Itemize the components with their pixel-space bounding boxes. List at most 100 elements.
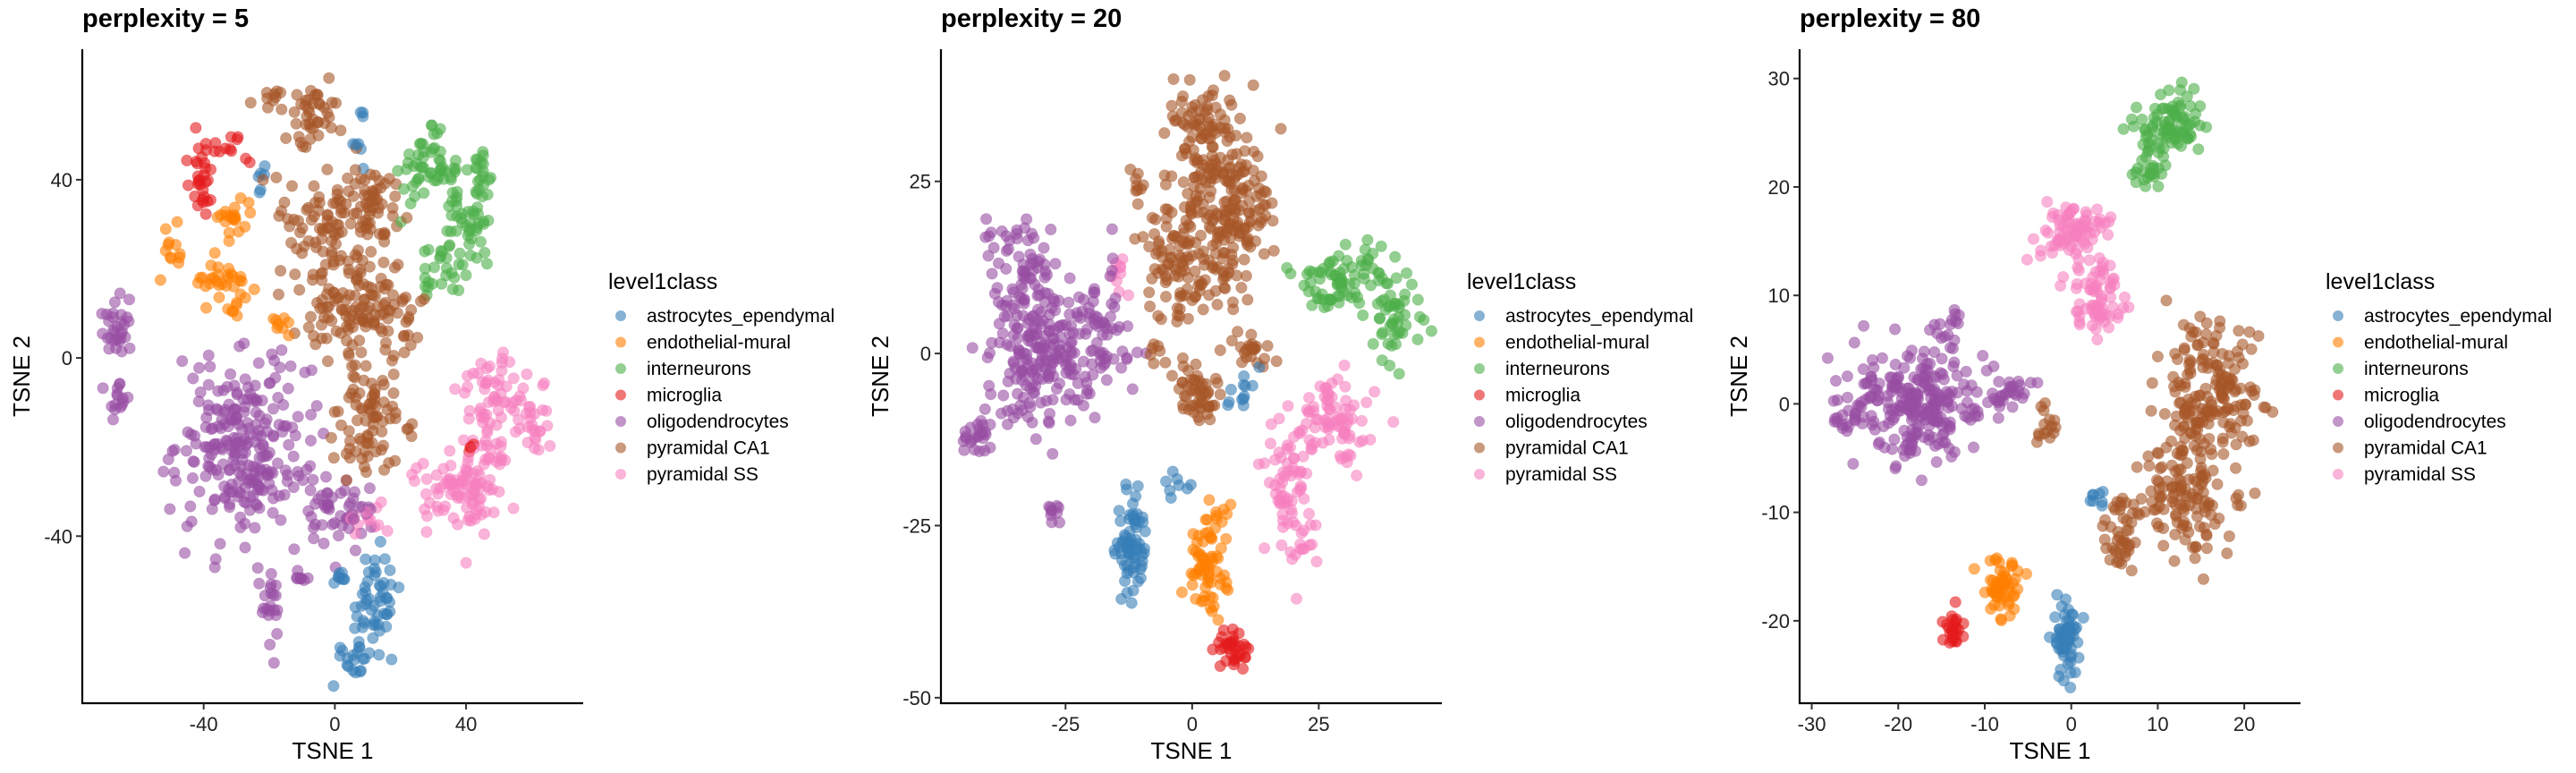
point-astrocytes-ependymal (1120, 483, 1133, 496)
point-interneurons (464, 249, 477, 262)
point-oligodendrocytes (179, 547, 191, 559)
point-interneurons (1324, 293, 1336, 306)
point-oligodendrocytes (1944, 318, 1957, 331)
point-pyramidal-ss (2097, 268, 2110, 280)
point-pyramidal-ca1 (280, 132, 292, 145)
point-pyramidal-ca1 (307, 329, 320, 342)
point-pyramidal-ca1 (347, 208, 360, 220)
point-pyramidal-ca1 (321, 301, 334, 313)
point-oligodendrocytes (1981, 396, 1995, 409)
point-oligodendrocytes (1841, 391, 1854, 403)
legend-key-icon (615, 469, 626, 480)
point-oligodendrocytes (208, 561, 221, 573)
point-endothelial-mural (213, 279, 225, 292)
point-pyramidal-ss (1274, 493, 1286, 506)
point-pyramidal-ca1 (2177, 319, 2190, 331)
point-oligodendrocytes (199, 440, 211, 454)
point-pyramidal-ca1 (1211, 165, 1224, 177)
point-oligodendrocytes (959, 425, 971, 437)
point-oligodendrocytes (310, 399, 323, 412)
point-pyramidal-ca1 (1231, 326, 1244, 338)
point-endothelial-mural (1212, 614, 1224, 626)
point-oligodendrocytes (1063, 296, 1075, 309)
point-pyramidal-ss (372, 519, 385, 531)
point-oligodendrocytes (240, 497, 252, 509)
point-pyramidal-ss (495, 440, 507, 453)
point-pyramidal-ca1 (2236, 430, 2249, 443)
point-pyramidal-ss (1273, 412, 1285, 425)
point-pyramidal-ca1 (377, 463, 391, 476)
point-oligodendrocytes (1876, 352, 1888, 364)
point-endothelial-mural (213, 291, 225, 303)
point-pyramidal-ca1 (2169, 528, 2182, 541)
point-astrocytes-ependymal (1123, 564, 1135, 577)
point-pyramidal-ca1 (1202, 112, 1215, 124)
point-oligodendrocytes (1082, 302, 1095, 314)
point-endothelial-mural (234, 191, 247, 204)
point-astrocytes-ependymal (385, 578, 397, 591)
point-microglia (198, 191, 210, 203)
point-interneurons (482, 214, 495, 226)
point-pyramidal-ca1 (1178, 118, 1191, 132)
point-interneurons (425, 166, 437, 180)
point-oligodendrocytes (1949, 308, 1962, 320)
point-pyramidal-ca1 (355, 346, 368, 359)
point-oligodendrocytes (1104, 269, 1116, 283)
point-astrocytes-ependymal (1134, 572, 1147, 584)
point-pyramidal-ca1 (1182, 364, 1195, 377)
point-oligodendrocytes (308, 532, 320, 545)
point-interneurons (2154, 89, 2167, 101)
point-microglia (199, 208, 212, 220)
point-pyramidal-ca1 (1275, 123, 1287, 135)
point-pyramidal-ca1 (1183, 73, 1196, 86)
point-interneurons (448, 271, 461, 284)
point-pyramidal-ca1 (327, 452, 340, 464)
point-pyramidal-ss (507, 372, 520, 385)
point-pyramidal-ca1 (2245, 343, 2258, 355)
point-oligodendrocytes (224, 501, 236, 514)
point-interneurons (418, 146, 430, 158)
point-oligodendrocytes (176, 354, 189, 368)
x-tick-label: 40 (455, 713, 477, 735)
point-pyramidal-ss (1387, 415, 1400, 429)
point-endothelial-mural (199, 280, 212, 293)
point-endothelial-mural (171, 216, 183, 228)
point-pyramidal-ss (432, 488, 445, 500)
point-oligodendrocytes (282, 382, 294, 395)
point-oligodendrocytes (1037, 361, 1049, 373)
point-pyramidal-ca1 (1175, 106, 1188, 119)
point-pyramidal-ss (1265, 418, 1277, 430)
point-pyramidal-ss (2093, 251, 2106, 265)
point-oligodendrocytes (299, 366, 311, 378)
point-oligodendrocytes (1077, 399, 1089, 412)
point-pyramidal-ca1 (325, 122, 337, 134)
point-pyramidal-ca1 (411, 331, 424, 344)
legend-item-label: oligodendrocytes (2364, 412, 2506, 432)
point-oligodendrocytes (194, 386, 207, 399)
point-astrocytes-ependymal (327, 680, 340, 692)
point-oligodendrocytes (265, 567, 277, 581)
point-oligodendrocytes (973, 445, 986, 457)
point-pyramidal-ss (493, 373, 505, 386)
point-pyramidal-ss (538, 377, 551, 389)
point-pyramidal-ca1 (1176, 352, 1189, 364)
point-oligodendrocytes (1106, 297, 1118, 310)
point-endothelial-mural (1985, 602, 1997, 616)
point-pyramidal-ca1 (1214, 388, 1226, 401)
point-pyramidal-ca1 (1177, 176, 1190, 189)
point-oligodendrocytes (202, 378, 215, 391)
point-oligodendrocytes (236, 454, 249, 466)
point-oligodendrocytes (1890, 460, 1902, 472)
point-oligodendrocytes (1920, 407, 1933, 420)
y-tick-label: 30 (1768, 68, 1790, 90)
point-interneurons (1360, 259, 1373, 271)
point-astrocytes-ependymal (1159, 475, 1173, 488)
point-pyramidal-ca1 (389, 190, 402, 203)
point-pyramidal-ca1 (342, 346, 355, 360)
point-astrocytes-ependymal (365, 604, 377, 616)
point-pyramidal-ca1 (2114, 499, 2127, 513)
point-pyramidal-ss (1252, 458, 1265, 471)
point-pyramidal-ss (430, 469, 443, 481)
point-oligodendrocytes (1043, 325, 1055, 337)
